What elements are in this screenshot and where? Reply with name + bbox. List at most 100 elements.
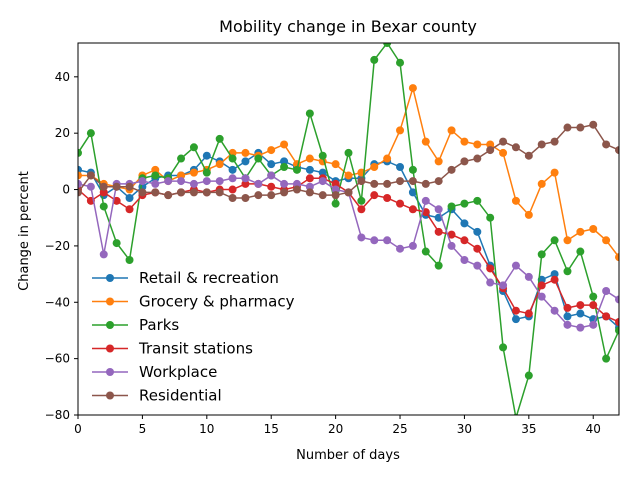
data-point: [177, 177, 186, 186]
data-point: [563, 312, 572, 321]
data-point: [396, 58, 405, 67]
data-point: [434, 205, 443, 214]
data-point: [615, 318, 619, 326]
x-tick-label: 30: [457, 422, 472, 436]
legend-marker: [106, 274, 114, 282]
data-point: [408, 84, 417, 93]
data-point: [447, 165, 456, 174]
data-point: [357, 233, 366, 242]
data-point: [421, 179, 430, 188]
data-point: [589, 225, 598, 233]
data-point: [524, 210, 533, 219]
legend-entry: Retail & recreation: [92, 269, 279, 287]
data-point: [78, 148, 82, 157]
data-point: [589, 292, 598, 301]
data-point: [396, 163, 405, 171]
data-point: [383, 236, 392, 245]
data-point: [421, 196, 430, 205]
legend-entry: Transit stations: [92, 340, 253, 358]
data-point: [550, 306, 559, 315]
data-point: [318, 151, 327, 160]
legend-label: Workplace: [139, 363, 217, 381]
data-point: [305, 174, 314, 183]
data-point: [447, 230, 456, 239]
legend-entry: Residential: [92, 387, 222, 405]
axes-frame: [77, 42, 620, 416]
data-point: [563, 123, 572, 132]
data-point: [615, 146, 619, 155]
data-point: [486, 278, 495, 287]
data-point: [138, 177, 147, 186]
data-point: [151, 165, 160, 174]
data-point: [447, 241, 456, 250]
data-point: [408, 241, 417, 250]
data-point: [460, 199, 469, 208]
y-tick-label: −20: [45, 239, 70, 253]
data-point: [125, 194, 134, 202]
data-point: [292, 179, 301, 188]
data-point: [499, 137, 508, 146]
data-point: [151, 179, 160, 188]
data-point: [576, 247, 585, 256]
data-point: [563, 303, 572, 312]
data-point: [511, 315, 520, 324]
x-tick-label: 15: [264, 422, 279, 436]
data-point: [537, 179, 546, 188]
data-point: [331, 179, 340, 188]
data-point: [305, 109, 314, 118]
data-point: [202, 151, 211, 160]
data-point: [357, 177, 366, 186]
data-point: [383, 194, 392, 202]
data-point: [473, 196, 482, 205]
data-point: [228, 174, 237, 183]
data-point: [499, 148, 508, 157]
data-point: [576, 227, 585, 236]
data-point: [486, 140, 495, 149]
data-point: [511, 306, 520, 315]
data-point: [344, 171, 353, 180]
data-point: [486, 146, 495, 155]
data-point: [511, 261, 520, 270]
data-point: [460, 157, 469, 166]
data-point: [602, 236, 611, 245]
data-point: [112, 239, 121, 248]
data-point: [189, 179, 198, 188]
legend-label: Grocery & pharmacy: [139, 293, 295, 311]
data-point: [228, 185, 237, 194]
legend-label: Transit stations: [138, 340, 253, 358]
data-point: [460, 236, 469, 245]
data-point: [602, 312, 611, 321]
data-point: [202, 177, 211, 186]
legend-entry: Grocery & pharmacy: [92, 293, 295, 311]
data-point: [280, 179, 289, 188]
data-point: [99, 188, 108, 197]
data-point: [550, 236, 559, 245]
data-point: [125, 182, 134, 191]
data-point: [396, 244, 405, 253]
legend-marker: [106, 297, 114, 306]
data-point: [486, 264, 495, 273]
legend-label: Residential: [139, 387, 222, 405]
data-point: [370, 191, 379, 200]
data-point: [473, 140, 482, 149]
data-point: [576, 123, 585, 132]
data-point: [189, 168, 198, 177]
data-point: [151, 188, 160, 197]
y-tick-label: 20: [55, 126, 70, 140]
data-point: [280, 140, 289, 149]
y-tick-label: 0: [62, 183, 70, 197]
data-point: [280, 163, 289, 171]
data-point: [602, 287, 611, 295]
x-tick-label: 10: [199, 422, 214, 436]
data-point: [550, 270, 559, 279]
data-point: [99, 182, 108, 191]
data-point: [241, 148, 250, 157]
data-point: [396, 177, 405, 186]
data-point: [602, 354, 611, 363]
data-point: [357, 196, 366, 205]
data-point: [499, 343, 508, 352]
data-point: [164, 177, 173, 186]
data-point: [215, 134, 224, 143]
chart-title: Mobility change in Bexar county: [219, 17, 477, 36]
